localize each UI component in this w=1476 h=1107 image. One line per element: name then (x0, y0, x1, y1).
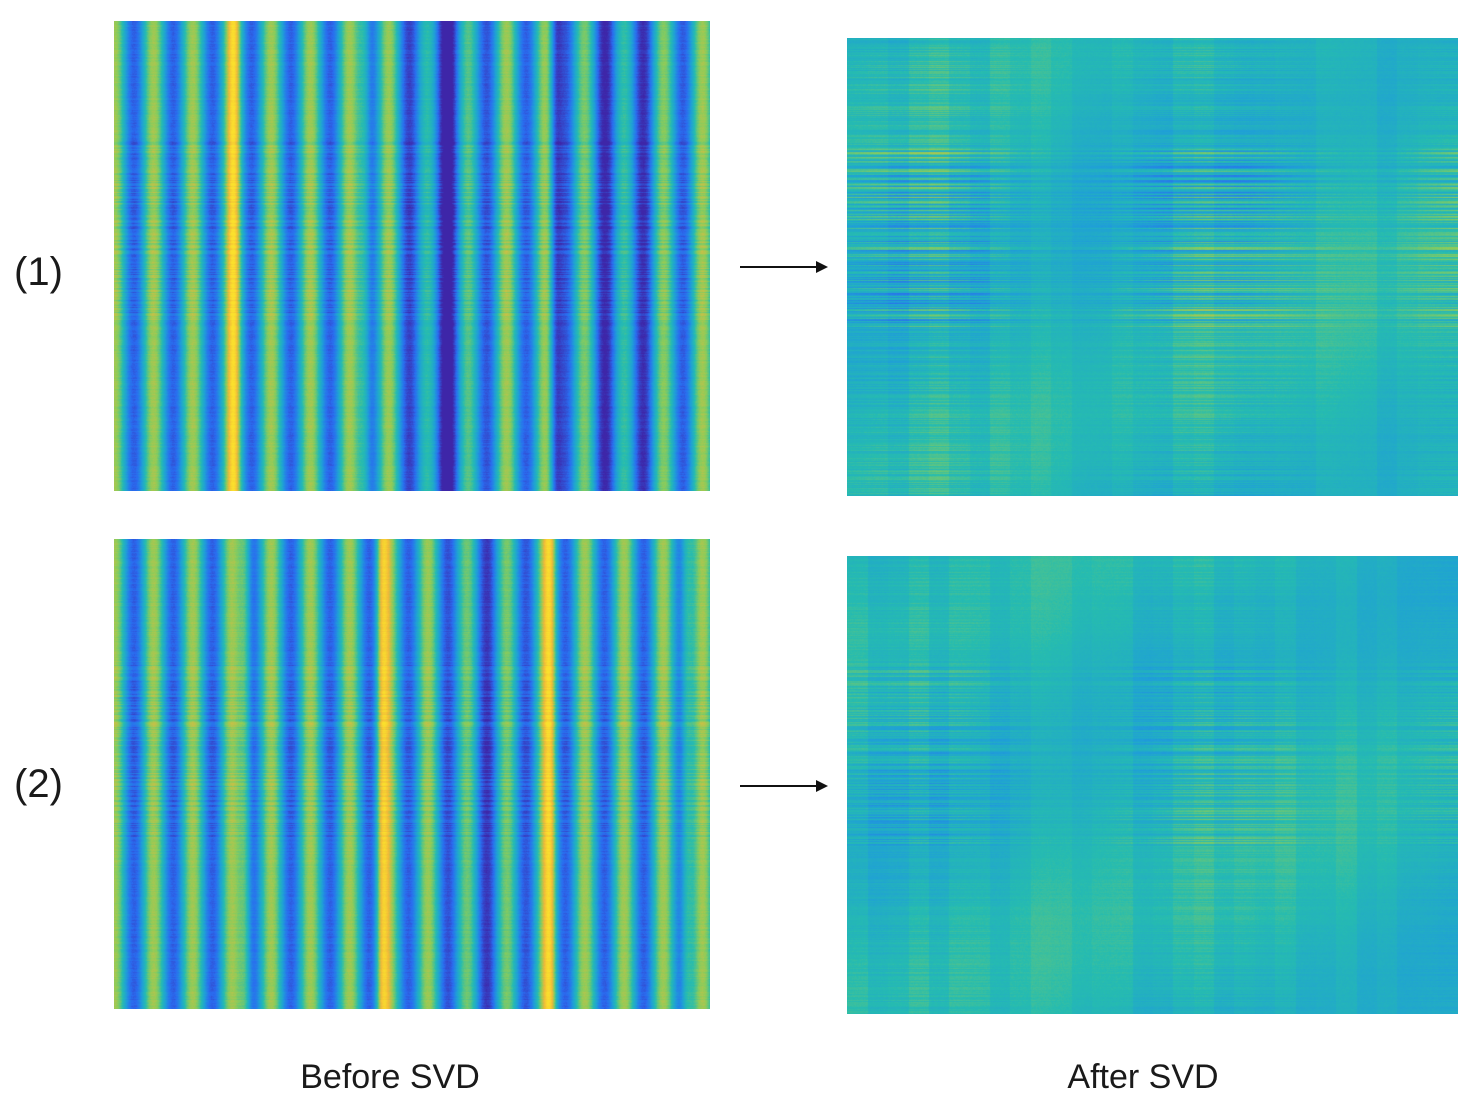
arrow-icon (740, 261, 828, 273)
row-label-2: (2) (14, 762, 63, 806)
heatmap-before-svd-2 (114, 539, 710, 1009)
heatmap-before-svd-1 (114, 21, 710, 491)
heatmap-after-svd-1 (847, 38, 1458, 496)
row-label-1: (1) (14, 250, 63, 294)
column-label-before: Before SVD (300, 1058, 480, 1096)
arrow-icon (740, 780, 828, 792)
heatmap-after-svd-2 (847, 556, 1458, 1014)
column-label-after: After SVD (1067, 1058, 1219, 1096)
